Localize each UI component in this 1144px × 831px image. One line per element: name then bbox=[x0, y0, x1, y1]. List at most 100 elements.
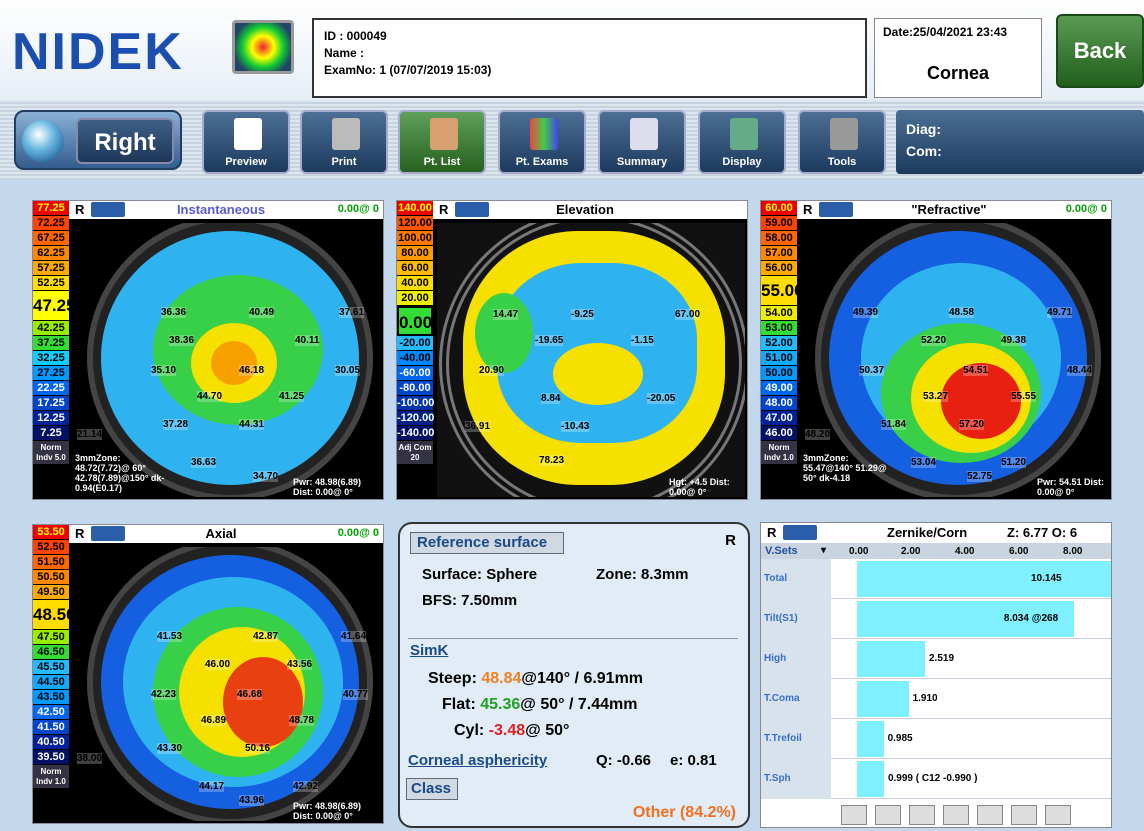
scale-value: 46.00 bbox=[761, 426, 797, 441]
class-button[interactable]: Class bbox=[406, 778, 458, 800]
map-value: 46.89 bbox=[201, 715, 227, 726]
scale-value: 32.25 bbox=[33, 351, 69, 366]
map-title[interactable]: "Refractive" bbox=[911, 202, 987, 217]
zernike-row-label: T.Trefoil bbox=[761, 719, 831, 759]
scale-value: 42.50 bbox=[33, 705, 69, 720]
bars-icon[interactable] bbox=[1011, 805, 1037, 825]
zone-readout: 3mmZone: 48.72(7.72)@ 60° 42.78(7.89)@15… bbox=[75, 453, 165, 493]
map-zone-red bbox=[941, 363, 1021, 439]
topography-map[interactable]: 36.36 40.49 37.61 38.36 40.11 35.10 46.1… bbox=[73, 223, 381, 497]
patient-id: ID : 000049 bbox=[324, 29, 387, 43]
instantaneous-map-panel: 77.25 72.25 67.25 62.25 57.25 52.25 47.2… bbox=[32, 200, 384, 500]
scale-value: 39.50 bbox=[33, 750, 69, 765]
tools-button[interactable]: Tools bbox=[798, 110, 886, 174]
map-value: 30.05 bbox=[335, 365, 361, 376]
map-title[interactable]: Elevation bbox=[556, 202, 614, 217]
panel-header: R "Refractive" 0.00@ 0 bbox=[797, 201, 1111, 219]
print-button[interactable]: Print bbox=[300, 110, 388, 174]
side-label: R bbox=[767, 525, 777, 540]
map-value: 34.70 bbox=[253, 471, 279, 482]
zoom-icon[interactable] bbox=[91, 526, 125, 541]
display-button[interactable]: Display bbox=[698, 110, 786, 174]
exams-grid-icon bbox=[530, 118, 558, 150]
cursor-readout: 0.00@ 0 bbox=[1065, 203, 1107, 215]
x-tick: 8.00 bbox=[1063, 546, 1083, 557]
topography-map[interactable]: 49.39 48.58 49.71 52.20 49.38 50.37 54.5… bbox=[801, 223, 1109, 497]
back-button[interactable]: Back bbox=[1056, 14, 1144, 88]
map-value: 36.91 bbox=[465, 421, 491, 432]
map-value: -1.15 bbox=[631, 335, 654, 346]
eye-view-icon[interactable] bbox=[1045, 805, 1071, 825]
zoom-icon[interactable] bbox=[783, 525, 817, 540]
eye-icon bbox=[22, 120, 64, 162]
arrow-up-icon[interactable] bbox=[943, 805, 969, 825]
e-value: e: 0.81 bbox=[670, 752, 717, 769]
x-tick: 2.00 bbox=[901, 546, 921, 557]
reference-surface-button[interactable]: Reference surface bbox=[410, 532, 564, 554]
chart-icon[interactable] bbox=[977, 805, 1003, 825]
scale-value: -60.00 bbox=[397, 366, 433, 381]
map-value: 20.90 bbox=[479, 365, 505, 376]
diag-label: Diag: bbox=[906, 121, 941, 137]
map-value: 50.37 bbox=[859, 365, 885, 376]
scale-mode[interactable]: Norm Indv 1.0 bbox=[33, 765, 69, 789]
height-readout: Hgt: +4.5 Dist: 0.00@ 0° bbox=[669, 477, 730, 497]
eye-selector-button[interactable]: Right bbox=[14, 110, 182, 170]
side-label: R bbox=[803, 202, 813, 217]
scale-mode[interactable]: Norm Indv 5.0 bbox=[33, 441, 69, 465]
power-readout: Pwr: 48.98(6.89) Dist: 0.00@ 0° bbox=[293, 801, 362, 821]
zernike-title[interactable]: Zernike/Corn bbox=[887, 525, 968, 540]
nidek-logo: NIDEK bbox=[12, 23, 184, 81]
diagnosis-box[interactable]: Diag: Com: bbox=[896, 110, 1144, 174]
patient-exams-button[interactable]: Pt. Exams bbox=[498, 110, 586, 174]
simk-heading: SimK bbox=[410, 642, 449, 659]
summary-button[interactable]: Summary bbox=[598, 110, 686, 174]
scale-value: 59.00 bbox=[761, 216, 797, 231]
cyl-row: Cyl: -3.48@ 50° bbox=[454, 722, 569, 740]
scale-value: -20.00 bbox=[397, 336, 433, 351]
map-value: 36.36 bbox=[161, 307, 187, 318]
scale-value: 80.00 bbox=[397, 246, 433, 261]
map-value: 53.27 bbox=[923, 391, 949, 402]
zoom-icon[interactable] bbox=[819, 202, 853, 217]
scale-mode[interactable]: Norm Indv 1.0 bbox=[761, 441, 797, 465]
color-scale: 53.50 52.50 51.50 50.50 49.50 48.50 47.5… bbox=[33, 525, 76, 825]
map-value: 49.39 bbox=[853, 307, 879, 318]
color-scale: 77.25 72.25 67.25 62.25 57.25 52.25 47.2… bbox=[33, 201, 76, 501]
side-label: R bbox=[439, 202, 449, 217]
map-value: 41.64 bbox=[341, 631, 367, 642]
map-value: 48.58 bbox=[949, 307, 975, 318]
map-zone-orange bbox=[211, 341, 257, 385]
scale-value: 57.25 bbox=[33, 261, 69, 276]
elevation-map-panel: 140.00 120.00 100.00 80.00 60.00 40.00 2… bbox=[396, 200, 748, 500]
topography-map[interactable]: 41.53 42.87 41.64 46.00 43.56 42.23 46.6… bbox=[73, 547, 381, 821]
zoom-icon[interactable] bbox=[455, 202, 489, 217]
preview-button[interactable]: Preview bbox=[202, 110, 290, 174]
scale-mode[interactable]: Adj Com 20 bbox=[397, 441, 433, 465]
color-scale: 60.00 59.00 58.00 57.00 56.00 55.00 54.0… bbox=[761, 201, 804, 501]
map-value: -19.65 bbox=[535, 335, 564, 346]
date-text: Date:25/04/2021 23:43 bbox=[883, 25, 1008, 39]
map-title[interactable]: Axial bbox=[205, 526, 237, 541]
map-value: 14.47 bbox=[493, 309, 519, 320]
scale-value: 120.00 bbox=[397, 216, 433, 231]
map-title[interactable]: Instantaneous bbox=[176, 202, 266, 217]
zoom-icon[interactable] bbox=[91, 202, 125, 217]
class-result: Other (84.2%) bbox=[632, 804, 736, 821]
color-scale-icon[interactable] bbox=[841, 805, 867, 825]
placido-rings bbox=[439, 223, 745, 497]
cyl-label: Cyl: bbox=[454, 722, 485, 739]
scale-value: 52.00 bbox=[761, 336, 797, 351]
arrow-down-icon[interactable] bbox=[909, 805, 935, 825]
axis-row: V.Sets ▾ 0.00 2.00 4.00 6.00 8.00 bbox=[761, 543, 1111, 559]
vsets-dropdown[interactable]: V.Sets bbox=[765, 545, 798, 557]
map-zone-red bbox=[223, 657, 303, 747]
topography-map[interactable]: 14.47 -9.25 67.00 -19.65 -1.15 20.90 8.8… bbox=[437, 223, 745, 497]
patient-list-button[interactable]: Pt. List bbox=[398, 110, 486, 174]
printer-icon bbox=[332, 118, 360, 150]
refresh-icon[interactable] bbox=[875, 805, 901, 825]
zernike-bar bbox=[857, 681, 909, 717]
zernike-row: T.Sph 0.999 ( C12 -0.990 ) bbox=[761, 759, 1111, 799]
zernike-bar bbox=[857, 601, 1074, 637]
map-value: 51.84 bbox=[881, 419, 907, 430]
